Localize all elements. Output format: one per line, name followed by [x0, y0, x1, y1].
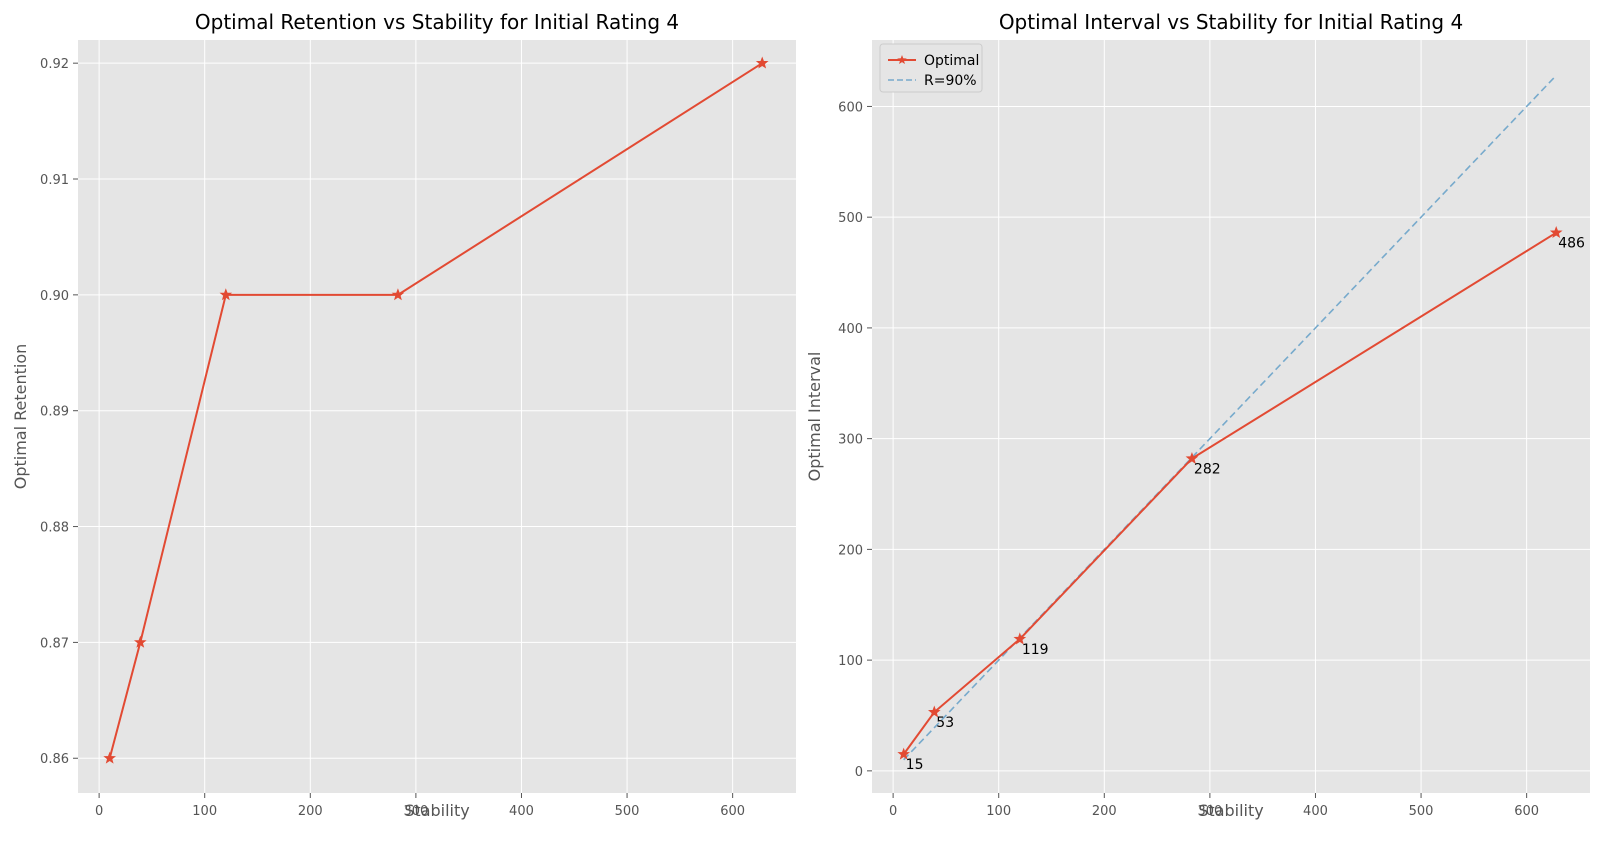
retention-y-tick-label: 0.91	[40, 173, 69, 188]
interval-data-point	[897, 747, 910, 760]
interval-y-tick-label: 400	[838, 322, 863, 337]
interval-data-point	[1549, 226, 1563, 239]
retention-x-tick-label: 600	[720, 804, 745, 819]
retention-data-point	[219, 288, 233, 301]
legend-marker-optimal	[897, 55, 907, 65]
interval-y-tick-label: 300	[838, 433, 863, 448]
interval-data-label: 486	[1558, 236, 1585, 252]
interval-y-tick-label: 600	[838, 100, 863, 115]
retention-data-point	[755, 56, 769, 69]
retention-x-tick-label: 200	[298, 804, 323, 819]
retention-x-tick-label: 0	[95, 804, 103, 819]
retention-y-tick-label: 0.88	[40, 521, 69, 536]
retention-y-axis-label: Optimal Retention	[11, 344, 30, 490]
retention-y-tick-label: 0.90	[40, 289, 69, 304]
retention-y-tick-label: 0.86	[40, 752, 69, 767]
interval-x-tick-label: 600	[1514, 804, 1539, 819]
interval-grid	[872, 40, 1590, 793]
interval-legend: Optimal R=90%	[879, 43, 983, 93]
retention-x-tick-label: 300	[403, 804, 428, 819]
retention-x-tick-label: 100	[192, 804, 217, 819]
retention-data-point	[133, 635, 147, 648]
retention-series	[103, 56, 769, 764]
interval-y-tick-label: 100	[838, 654, 863, 669]
interval-data-point	[1013, 632, 1027, 645]
interval-data-label: 119	[1022, 642, 1049, 658]
interval-y-tick-label: 500	[838, 211, 863, 226]
retention-y-tick-label: 0.89	[40, 405, 69, 420]
interval-chart: 0 100 200 300 400 500 600 0 100 200 300 400 500 600 1…	[805, 10, 1590, 820]
retention-y-tick-label: 0.87	[40, 636, 69, 651]
interval-x-tick-label: 100	[986, 804, 1011, 819]
retention-y-tick-label: 0.92	[40, 57, 69, 72]
interval-x-tick-label: 0	[889, 804, 897, 819]
retention-chart: 0 100 200 300 400 500 600 0.86 0.87 0.88 0.89 0.90 0…	[11, 10, 796, 820]
interval-data-label: 15	[906, 757, 924, 773]
interval-x-axis-label: Stability	[1198, 801, 1263, 820]
retention-ticks: 0 100 200 300 400 500 600 0.86 0.87 0.88 0.89 0.90 0…	[40, 57, 745, 819]
interval-x-tick-label: 300	[1197, 804, 1222, 819]
interval-series: 15 53 119 282 486	[897, 74, 1585, 773]
retention-x-axis-label: Stability	[404, 801, 469, 820]
retention-chart-title: Optimal Retention vs Stability for Initi…	[195, 10, 679, 34]
legend-box	[879, 43, 983, 93]
interval-data-point	[927, 705, 941, 718]
interval-y-tick-label: 200	[838, 543, 863, 558]
legend-label-optimal: Optimal	[924, 53, 979, 69]
retention-plot-area	[78, 40, 796, 793]
interval-data-label: 282	[1194, 462, 1221, 478]
legend-label-r90: R=90%	[924, 73, 977, 89]
retention-x-tick-label: 500	[615, 804, 640, 819]
interval-chart-title: Optimal Interval vs Stability for Initia…	[999, 10, 1463, 34]
interval-y-tick-label: 0	[855, 765, 863, 780]
interval-x-tick-label: 200	[1092, 804, 1117, 819]
retention-data-point	[391, 288, 405, 301]
retention-x-tick-label: 400	[509, 804, 534, 819]
interval-data-point	[1185, 451, 1199, 464]
interval-ticks: 0 100 200 300 400 500 600 0 100 200 300 400 500 600	[838, 100, 1539, 819]
interval-x-tick-label: 400	[1303, 804, 1328, 819]
interval-x-tick-label: 500	[1409, 804, 1434, 819]
interval-y-axis-label: Optimal Interval	[805, 352, 824, 482]
interval-data-label: 53	[936, 715, 954, 731]
retention-data-point	[103, 751, 116, 764]
